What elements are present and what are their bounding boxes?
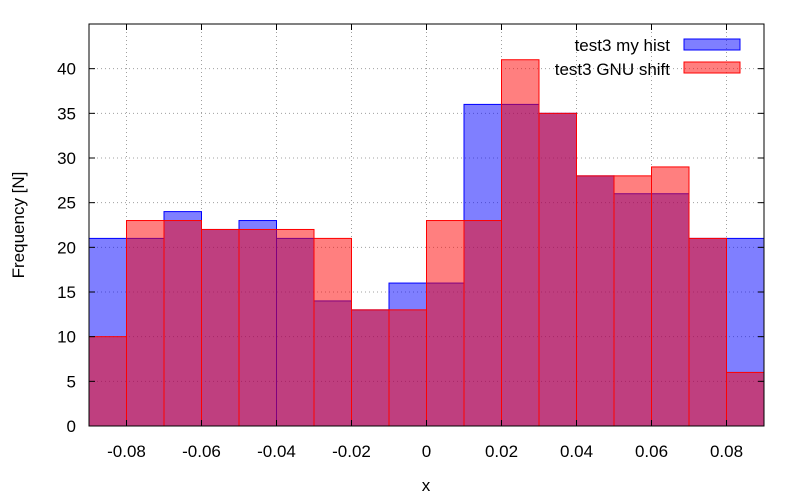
bar-gnu-shift — [688, 237, 727, 427]
bars — [88, 59, 765, 427]
bar-gnu-shift — [651, 166, 690, 427]
x-tick-label: 0 — [422, 442, 431, 461]
y-axis-label: Frequency [N] — [9, 172, 28, 279]
x-tick-label: -0.08 — [107, 442, 146, 461]
bar-gnu-shift — [426, 220, 465, 427]
bar-gnu-shift — [88, 336, 127, 427]
bar-gnu-shift — [463, 220, 502, 427]
axes — [88, 23, 765, 427]
legend: test3 my hist test3 GNU shift — [555, 36, 741, 79]
y-tick-label: 15 — [57, 283, 76, 302]
bar-gnu-shift — [576, 175, 615, 427]
legend-swatch-my-hist — [683, 38, 741, 51]
x-tick-label: -0.04 — [257, 442, 296, 461]
bar-gnu-shift — [163, 220, 202, 427]
bar-gnu-shift — [126, 220, 165, 427]
bar-gnu-shift — [726, 371, 765, 427]
y-tick-label: 10 — [57, 328, 76, 347]
y-tick-label: 20 — [57, 238, 76, 257]
legend-label-my-hist: test3 my hist — [575, 36, 671, 55]
x-tick-label: 0.08 — [710, 442, 743, 461]
y-tick-label: 5 — [67, 372, 76, 391]
bar-gnu-shift — [238, 228, 315, 427]
y-tick-label: 30 — [57, 149, 76, 168]
bar-gnu-shift — [388, 309, 427, 427]
x-tick-label: 0.04 — [560, 442, 593, 461]
x-tick-label: -0.06 — [182, 442, 221, 461]
x-axis-label: x — [422, 476, 431, 495]
y-tick-label: 25 — [57, 194, 76, 213]
bar-gnu-shift — [313, 237, 352, 427]
legend-item-gnu-shift: test3 GNU shift — [555, 60, 741, 79]
x-tick-label: 0.06 — [635, 442, 668, 461]
bar-gnu-shift — [201, 228, 240, 427]
x-tick-label: -0.02 — [332, 442, 371, 461]
bar-gnu-shift — [501, 59, 540, 427]
legend-swatch-gnu-shift — [683, 61, 741, 74]
x-tick-label: 0.02 — [485, 442, 518, 461]
legend-label-gnu-shift: test3 GNU shift — [555, 60, 671, 79]
tick-labels: -0.08 -0.06 -0.04 -0.02 0 0.02 0.04 0.06 0.08 0 5 1… — [57, 60, 743, 461]
bar-gnu-shift — [351, 309, 390, 427]
bar-gnu-shift — [538, 112, 577, 427]
y-tick-label: 0 — [67, 417, 76, 436]
legend-item-my-hist: test3 my hist — [575, 36, 741, 55]
bar-gnu-shift — [613, 175, 652, 427]
y-tick-label: 40 — [57, 60, 76, 79]
y-tick-label: 35 — [57, 104, 76, 123]
